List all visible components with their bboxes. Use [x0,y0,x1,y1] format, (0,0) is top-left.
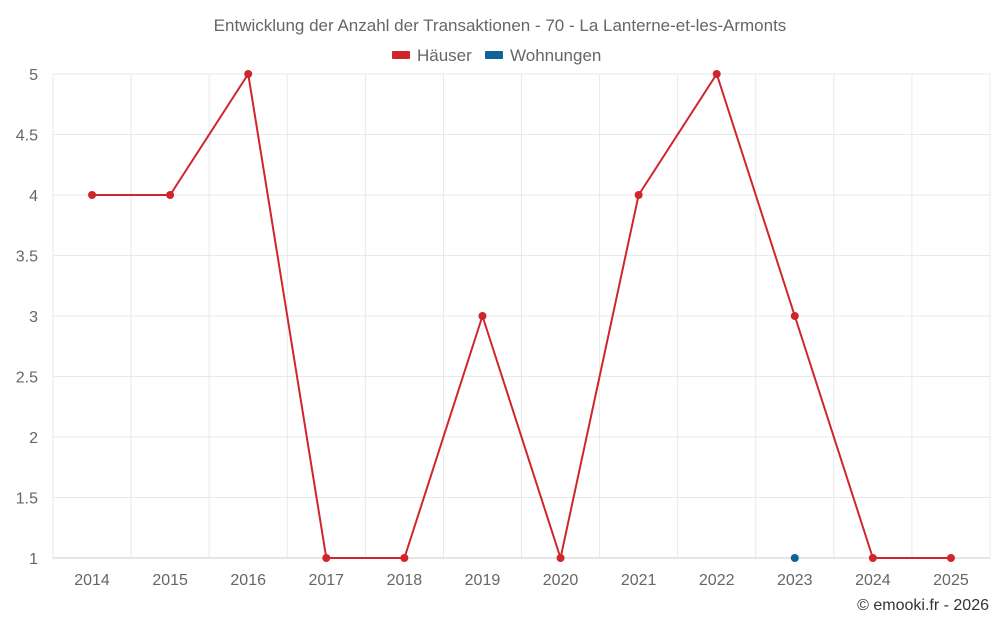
data-point-series-0[interactable] [946,554,955,562]
legend-label-haeuser[interactable]: Häuser [417,46,472,65]
y-tick-label: 4 [29,188,38,205]
data-point-series-0[interactable] [868,554,877,562]
data-point-series-0[interactable] [166,191,175,199]
chart-title: Entwicklung der Anzahl der Transaktionen… [214,16,787,35]
data-point-series-0[interactable] [634,191,643,199]
x-tick-label: 2019 [465,572,501,589]
x-tick-label: 2015 [152,572,188,589]
data-point-series-0[interactable] [712,70,721,78]
y-tick-label: 3.5 [16,249,38,266]
data-point-series-0[interactable] [88,191,97,199]
data-point-series-0[interactable] [400,554,409,562]
legend-label-wohnungen[interactable]: Wohnungen [510,46,601,65]
y-tick-label: 1.5 [16,491,38,508]
legend-swatch-haeuser [392,51,410,59]
y-tick-label: 5 [29,67,38,84]
data-point-series-0[interactable] [556,554,565,562]
data-point-series-1[interactable] [790,554,799,562]
x-tick-label: 2020 [543,572,579,589]
x-tick-label: 2014 [74,572,110,589]
y-tick-label: 4.5 [16,128,38,145]
data-point-series-0[interactable] [244,70,253,78]
x-tick-label: 2022 [699,572,735,589]
series-points [88,70,955,562]
data-point-series-0[interactable] [322,554,331,562]
y-tick-label: 2 [29,430,38,447]
series-lines [92,73,951,559]
y-tick-label: 2.5 [16,370,38,387]
x-axis-tick-labels: 2014 2015 2016 2017 2018 2019 2020 2021 2022 2023… [74,572,969,589]
y-axis-tick-labels: 1 1.5 2 2.5 3 3.5 4 4.5 5 [16,67,38,568]
legend-swatch-wohnungen [485,51,503,59]
data-point-series-0[interactable] [790,312,799,320]
x-tick-label: 2025 [933,572,969,589]
legend: Häuser Wohnungen [392,46,601,65]
x-tick-label: 2018 [387,572,423,589]
x-tick-label: 2023 [777,572,813,589]
credit-text[interactable]: © emooki.fr - 2026 [857,597,989,614]
x-tick-label: 2021 [621,572,657,589]
x-tick-label: 2017 [308,572,344,589]
series-line-0 [92,73,951,559]
y-tick-label: 1 [29,551,38,568]
x-tick-label: 2016 [230,572,266,589]
x-tick-label: 2024 [855,572,891,589]
data-point-series-0[interactable] [478,312,487,320]
y-tick-label: 3 [29,309,38,326]
